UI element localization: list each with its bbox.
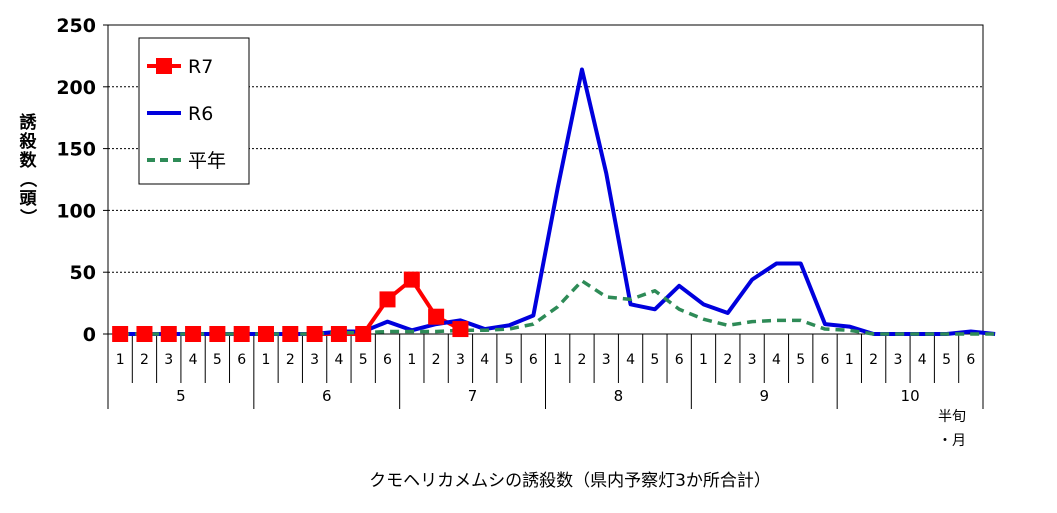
x-tick-label-pentad: 5 <box>505 352 514 368</box>
x-tick-label-month: 6 <box>322 387 332 405</box>
legend-r6-label: R6 <box>188 103 213 125</box>
x-tick-label-pentad: 2 <box>432 352 441 368</box>
data-point-r7 <box>403 271 420 288</box>
gridlines <box>108 86 983 273</box>
y-tick-label: 0 <box>83 324 96 346</box>
y-label-char: 頭 <box>20 189 38 209</box>
y-tick-label: 50 <box>70 262 96 284</box>
x-tick-label-pentad: 4 <box>189 352 198 368</box>
data-point-r7 <box>428 308 445 325</box>
series-line-1 <box>120 277 462 336</box>
data-point-r7 <box>306 326 323 342</box>
x-tick-label-month: 10 <box>901 387 920 405</box>
y-tick-label: 200 <box>56 77 96 99</box>
x-tick-label-pentad: 1 <box>845 352 854 368</box>
x-tick-label-pentad: 4 <box>918 352 927 368</box>
y-label-char: （ <box>17 171 38 188</box>
x-tick-label-pentad: 1 <box>116 352 125 368</box>
x-unit-label-line2: ・月 <box>938 433 966 449</box>
x-unit-label-line1: 半旬 <box>938 409 966 425</box>
data-point-r7 <box>160 326 177 342</box>
series-line-2 <box>120 67 996 336</box>
y-tick-label: 100 <box>56 200 96 222</box>
y-axis-label: 誘殺数（頭） <box>17 112 38 226</box>
x-tick-label-pentad: 2 <box>140 352 149 368</box>
data-point-r7 <box>233 326 250 342</box>
x-tick-label-pentad: 1 <box>699 352 708 368</box>
x-tick-label-pentad: 4 <box>626 352 635 368</box>
data-point-r7 <box>282 326 299 342</box>
x-tick-label-pentad: 2 <box>723 352 732 368</box>
x-tick-label-month: 8 <box>614 387 624 405</box>
x-tick-label-pentad: 6 <box>383 352 392 368</box>
x-tick-label-pentad: 3 <box>748 352 757 368</box>
x-tick-label-pentad: 5 <box>213 352 222 368</box>
y-tick-label: 150 <box>56 139 96 161</box>
x-tick-label-pentad: 1 <box>407 352 416 368</box>
data-point-r7 <box>379 291 396 308</box>
legend: R7 R6 平年 <box>138 37 250 185</box>
data-point-r7 <box>185 326 202 342</box>
data-point-r7 <box>209 326 226 342</box>
x-tick-label-pentad: 2 <box>286 352 295 368</box>
x-tick-label-pentad: 6 <box>529 352 538 368</box>
y-label-char: 数 <box>20 150 38 171</box>
series-line-3 <box>120 279 996 336</box>
x-tick-label-pentad: 5 <box>650 352 659 368</box>
series <box>112 67 996 342</box>
x-tick-label-pentad: 2 <box>869 352 878 368</box>
x-tick-label-pentad: 3 <box>456 352 465 368</box>
x-tick-label-pentad: 6 <box>237 352 246 368</box>
y-label-char: ） <box>17 209 38 226</box>
data-point-r7 <box>330 326 347 342</box>
x-tick-label-pentad: 6 <box>821 352 830 368</box>
x-tick-label-pentad: 1 <box>553 352 562 368</box>
x-tick-label-pentad: 4 <box>480 352 489 368</box>
data-point-r7 <box>112 326 129 342</box>
x-tick-label-pentad: 6 <box>675 352 684 368</box>
x-tick-label-month: 7 <box>468 387 478 405</box>
data-point-r7 <box>355 326 372 342</box>
x-tick-label-pentad: 3 <box>164 352 173 368</box>
x-tick-label-pentad: 3 <box>310 352 319 368</box>
x-tick-label-month: 5 <box>176 387 186 405</box>
y-label-char: 殺 <box>19 131 38 152</box>
data-point-r7 <box>452 321 469 338</box>
x-axis-title: クモヘリカメムシの誘殺数（県内予察灯3か所合計） <box>369 471 771 491</box>
legend-r7-label: R7 <box>188 56 213 78</box>
x-tick-label-pentad: 4 <box>334 352 343 368</box>
data-point-r7 <box>257 326 274 342</box>
x-tick-label-pentad: 2 <box>577 352 586 368</box>
x-tick-label-month: 9 <box>759 387 769 405</box>
x-tick-label-pentad: 5 <box>942 352 951 368</box>
x-tick-label-pentad: 6 <box>966 352 975 368</box>
legend-normal-label: 平年 <box>188 150 226 172</box>
y-label-char: 誘 <box>20 112 38 133</box>
y-tick-label: 250 <box>56 15 96 37</box>
x-tick-label-pentad: 4 <box>772 352 781 368</box>
x-tick-label-pentad: 1 <box>262 352 271 368</box>
data-point-r7 <box>136 326 153 342</box>
x-tick-label-pentad: 5 <box>359 352 368 368</box>
x-tick-label-pentad: 5 <box>796 352 805 368</box>
x-tick-label-pentad: 3 <box>602 352 611 368</box>
legend-r7-marker <box>156 58 172 74</box>
x-tick-label-pentad: 3 <box>893 352 902 368</box>
